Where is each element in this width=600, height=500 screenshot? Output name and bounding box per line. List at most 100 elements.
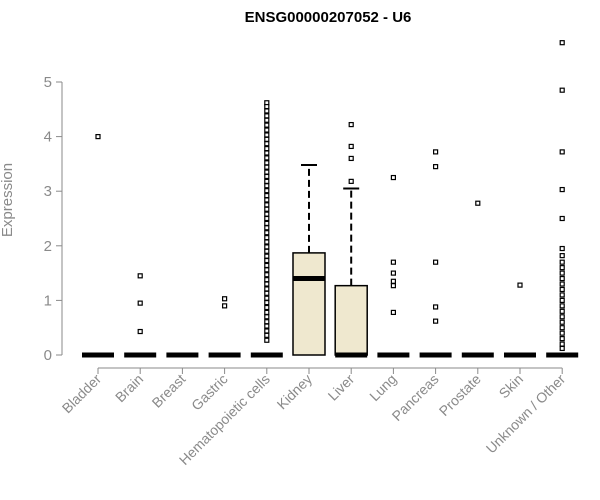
x-tick-label: Kidney bbox=[274, 371, 316, 413]
outlier-point bbox=[433, 304, 439, 310]
outlier-point bbox=[264, 277, 270, 283]
outlier-point bbox=[559, 87, 565, 93]
outlier-point bbox=[348, 121, 354, 128]
outlier-point bbox=[559, 215, 565, 222]
box-skin bbox=[504, 282, 536, 358]
outlier-point bbox=[264, 235, 270, 241]
outlier-point bbox=[559, 275, 565, 282]
box-bladder bbox=[82, 134, 114, 358]
outlier-point bbox=[264, 136, 270, 142]
outlier-point bbox=[264, 220, 270, 227]
box-brain bbox=[124, 273, 157, 358]
outlier-point bbox=[264, 127, 270, 133]
outlier-point bbox=[264, 173, 270, 180]
outlier-point bbox=[264, 290, 270, 296]
outlier-point bbox=[517, 282, 523, 288]
box-gastric bbox=[208, 296, 241, 358]
outlier-point bbox=[348, 143, 354, 150]
outlier-point bbox=[433, 318, 439, 324]
box-hematopoietic-cells bbox=[250, 100, 283, 358]
outlier-point bbox=[559, 40, 565, 46]
outlier-point bbox=[264, 122, 270, 128]
y-tick-label: 0 bbox=[44, 347, 52, 364]
outlier-point bbox=[264, 286, 270, 292]
outlier-point bbox=[264, 206, 270, 212]
y-axis-label: Expression bbox=[0, 163, 16, 237]
outlier-point bbox=[264, 215, 270, 222]
outlier-point bbox=[137, 273, 143, 279]
outlier-point bbox=[264, 299, 270, 306]
outlier-point bbox=[559, 186, 565, 193]
outlier-point bbox=[264, 230, 270, 236]
outlier-point bbox=[264, 113, 270, 119]
outlier-point bbox=[264, 253, 270, 259]
x-tick-label: Skin bbox=[496, 371, 527, 402]
outlier-point bbox=[390, 309, 396, 316]
outlier-point bbox=[433, 164, 439, 170]
outlier-point bbox=[390, 270, 396, 276]
outlier-point bbox=[264, 132, 270, 138]
outlier-point bbox=[559, 336, 565, 342]
outlier-point bbox=[222, 296, 228, 302]
outlier-point bbox=[264, 117, 270, 123]
outlier-point bbox=[559, 265, 565, 271]
outlier-point bbox=[264, 141, 270, 147]
outlier-point bbox=[390, 283, 396, 289]
x-tick-label: Brain bbox=[112, 371, 146, 405]
outlier-point bbox=[264, 103, 270, 110]
outlier-point bbox=[264, 225, 270, 231]
outlier-point bbox=[433, 149, 439, 155]
box-pancreas bbox=[419, 149, 452, 358]
outlier-point bbox=[137, 328, 143, 335]
outlier-point bbox=[264, 178, 270, 184]
y-tick-label: 5 bbox=[44, 74, 52, 91]
outlier-point bbox=[264, 281, 270, 287]
outlier-point bbox=[264, 183, 270, 189]
chart-title: ENSG00000207052 - U6 bbox=[245, 9, 412, 26]
outlier-point bbox=[559, 245, 565, 252]
outlier-point bbox=[264, 319, 270, 325]
outlier-point bbox=[390, 278, 396, 284]
outlier-point bbox=[95, 134, 101, 140]
outlier-point bbox=[264, 262, 270, 269]
outlier-point bbox=[433, 259, 439, 265]
outlier-point bbox=[559, 297, 565, 303]
outlier-point bbox=[348, 178, 354, 184]
y-tick-label: 2 bbox=[44, 238, 52, 255]
y-axis: 0 1 2 3 4 5 bbox=[44, 74, 63, 364]
outlier-point bbox=[559, 325, 565, 331]
outlier-point bbox=[264, 248, 270, 254]
outlier-point bbox=[264, 160, 270, 166]
box-prostate bbox=[461, 200, 494, 358]
box-lung bbox=[377, 174, 410, 358]
outlier-point bbox=[559, 308, 565, 314]
outlier-point bbox=[264, 169, 270, 175]
y-tick-label: 4 bbox=[44, 129, 52, 146]
box-unknown-other bbox=[546, 40, 579, 358]
y-tick-label: 3 bbox=[44, 183, 52, 200]
outlier-point bbox=[559, 149, 565, 155]
outlier-point bbox=[137, 300, 143, 306]
outlier-point bbox=[264, 267, 270, 273]
outlier-point bbox=[264, 332, 270, 338]
outlier-point bbox=[264, 309, 270, 316]
outlier-point bbox=[264, 202, 270, 208]
outlier-point bbox=[559, 270, 565, 276]
outlier-point bbox=[264, 314, 270, 320]
outlier-point bbox=[559, 281, 565, 287]
outlier-point bbox=[264, 304, 270, 311]
outlier-point bbox=[264, 239, 270, 245]
box-iqr bbox=[334, 284, 368, 356]
x-tick-label: Breast bbox=[149, 371, 189, 411]
outlier-point bbox=[390, 174, 396, 181]
outlier-point bbox=[264, 328, 270, 334]
outlier-point bbox=[559, 286, 565, 293]
outlier-point bbox=[348, 155, 354, 162]
outlier-point bbox=[264, 192, 270, 199]
outlier-point bbox=[559, 314, 565, 320]
outlier-point bbox=[264, 188, 270, 194]
boxes-group bbox=[82, 40, 579, 358]
outlier-point bbox=[559, 345, 565, 352]
